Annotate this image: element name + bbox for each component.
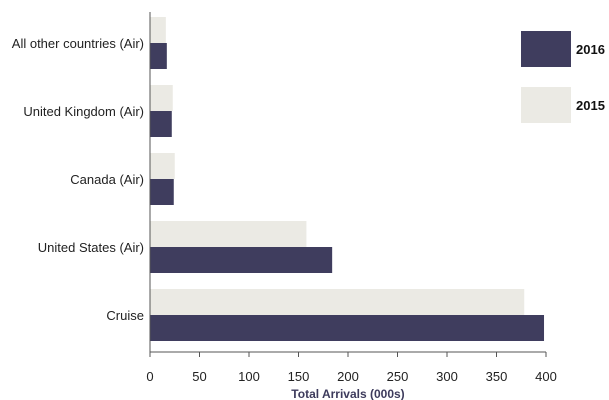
bar-2015-3 (150, 221, 307, 247)
bar-2016-1 (150, 111, 172, 137)
bar-2015-2 (150, 153, 175, 179)
legend-label-2015: 2015 (576, 98, 605, 113)
x-tick-label: 350 (486, 369, 508, 384)
bar-2016-2 (150, 179, 174, 205)
category-label: United States (Air) (38, 240, 144, 255)
x-tick-label: 0 (146, 369, 153, 384)
x-tick-label: 400 (535, 369, 557, 384)
legend-label-2016: 2016 (576, 42, 605, 57)
x-tick-label: 50 (192, 369, 206, 384)
series-2016-bars (150, 43, 545, 341)
category-labels: All other countries (Air) United Kingdom … (12, 36, 144, 323)
series-2015-bars (150, 17, 525, 315)
x-axis-ticks: 0 50 100 150 200 250 300 350 400 (146, 352, 557, 384)
bar-2015-4 (150, 289, 525, 315)
x-tick-label: 100 (238, 369, 260, 384)
bar-2015-0 (150, 17, 166, 43)
category-label: Cruise (106, 308, 144, 323)
category-label: Canada (Air) (70, 172, 144, 187)
legend-swatch-2016 (521, 31, 571, 67)
x-tick-label: 300 (436, 369, 458, 384)
x-axis-title: Total Arrivals (000s) (291, 387, 404, 400)
legend: 2016 2015 (521, 31, 605, 123)
category-label: United Kingdom (Air) (23, 104, 144, 119)
category-label: All other countries (Air) (12, 36, 144, 51)
x-tick-label: 200 (337, 369, 359, 384)
bar-2016-3 (150, 247, 333, 273)
bar-2016-0 (150, 43, 167, 69)
bar-2015-1 (150, 85, 173, 111)
x-tick-label: 250 (387, 369, 409, 384)
bar-2016-4 (150, 315, 545, 341)
legend-swatch-2015 (521, 87, 571, 123)
x-tick-label: 150 (288, 369, 310, 384)
